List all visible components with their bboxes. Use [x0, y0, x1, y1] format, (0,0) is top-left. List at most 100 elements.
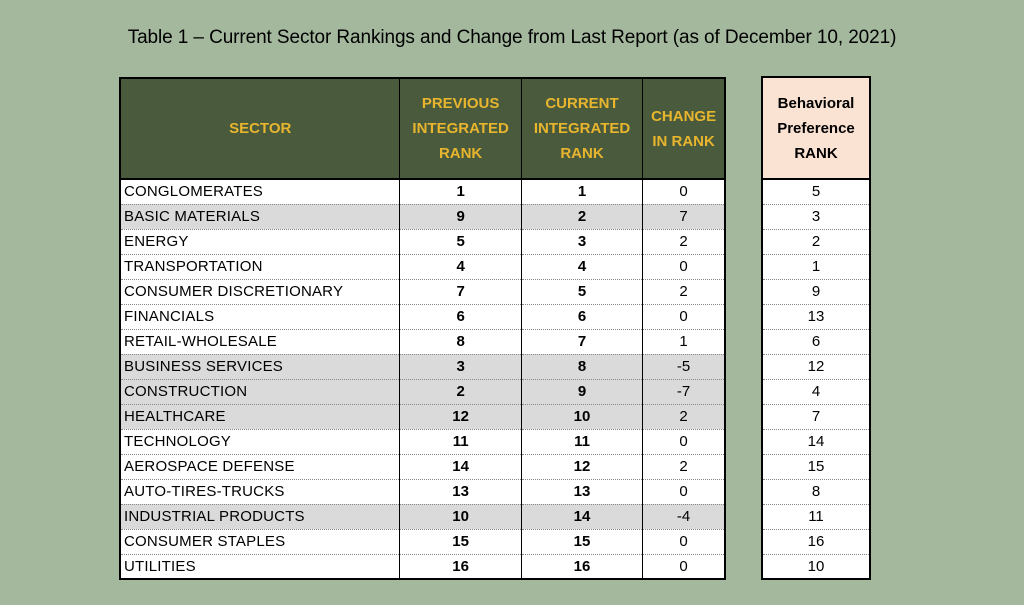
previous-rank-cell: 12	[399, 403, 522, 429]
behavioral-rank-cell: 1	[762, 253, 870, 279]
header-row: SECTOR PREVIOUS INTEGRATED RANK CURRENT …	[120, 78, 725, 179]
previous-rank-cell: 13	[399, 478, 522, 504]
sector-cell: UTILITIES	[120, 553, 400, 579]
behavioral-rank-cell: 5	[762, 178, 870, 204]
previous-rank-cell: 11	[399, 428, 522, 454]
change-in-rank-cell: 7	[642, 203, 725, 229]
previous-rank-cell: 10	[399, 503, 522, 529]
table-row: TRANSPORTATION 4 4 0	[120, 253, 725, 279]
preference-row: 10	[762, 553, 870, 579]
previous-rank-cell: 14	[399, 453, 522, 479]
previous-rank-cell: 1	[399, 178, 522, 204]
preference-row: 6	[762, 328, 870, 354]
behavioral-rank-cell: 16	[762, 528, 870, 554]
current-rank-cell: 10	[520, 403, 643, 429]
current-rank-cell: 16	[520, 553, 643, 579]
preference-row: 4	[762, 378, 870, 404]
table-row: AUTO-TIRES-TRUCKS 13 13 0	[120, 478, 725, 504]
table-row: AEROSPACE DEFENSE 14 12 2	[120, 453, 725, 479]
table-row: CONSUMER DISCRETIONARY 7 5 2	[120, 278, 725, 304]
current-rank-cell: 4	[520, 253, 643, 279]
table-row: CONSTRUCTION 2 9 -7	[120, 378, 725, 404]
preference-row: 16	[762, 528, 870, 554]
behavioral-rank-cell: 3	[762, 203, 870, 229]
table-row: FINANCIALS 6 6 0	[120, 303, 725, 329]
table-row: UTILITIES 16 16 0	[120, 553, 725, 579]
preference-row: 15	[762, 453, 870, 479]
previous-rank-cell: 7	[399, 278, 522, 304]
previous-rank-cell: 15	[399, 528, 522, 554]
table-row: ENERGY 5 3 2	[120, 228, 725, 254]
sector-cell: HEALTHCARE	[120, 403, 400, 429]
current-rank-cell: 13	[520, 478, 643, 504]
change-in-rank-cell: -5	[642, 353, 725, 379]
change-in-rank-cell: 2	[642, 403, 725, 429]
previous-rank-cell: 2	[399, 378, 522, 404]
behavioral-rank-cell: 2	[762, 228, 870, 254]
previous-rank-cell: 9	[399, 203, 522, 229]
current-rank-cell: 15	[520, 528, 643, 554]
current-rank-cell: 5	[520, 278, 643, 304]
preference-row: 13	[762, 303, 870, 329]
current-rank-cell: 2	[520, 203, 643, 229]
table-row: TECHNOLOGY 11 11 0	[120, 428, 725, 454]
sector-rankings-table: SECTOR PREVIOUS INTEGRATED RANK CURRENT …	[119, 77, 726, 580]
sector-cell: INDUSTRIAL PRODUCTS	[120, 503, 400, 529]
previous-rank-cell: 3	[399, 353, 522, 379]
behavioral-rank-cell: 6	[762, 328, 870, 354]
preference-row: 8	[762, 478, 870, 504]
sector-cell: ENERGY	[120, 228, 400, 254]
table-row: BASIC MATERIALS 9 2 7	[120, 203, 725, 229]
sector-cell: TRANSPORTATION	[120, 253, 400, 279]
preference-row: 11	[762, 503, 870, 529]
previous-rank-cell: 16	[399, 553, 522, 579]
change-in-rank-cell: 2	[642, 278, 725, 304]
sector-cell: TECHNOLOGY	[120, 428, 400, 454]
previous-rank-cell: 5	[399, 228, 522, 254]
sector-cell: AUTO-TIRES-TRUCKS	[120, 478, 400, 504]
preference-row: 5	[762, 178, 870, 204]
previous-rank-cell: 4	[399, 253, 522, 279]
sector-cell: CONSTRUCTION	[120, 378, 400, 404]
current-rank-cell: 3	[520, 228, 643, 254]
behavioral-rank-cell: 15	[762, 453, 870, 479]
change-in-rank-cell: 1	[642, 328, 725, 354]
change-in-rank-cell: -4	[642, 503, 725, 529]
behavioral-rank-cell: 7	[762, 403, 870, 429]
behavioral-rank-cell: 13	[762, 303, 870, 329]
change-in-rank-cell: 0	[642, 553, 725, 579]
change-in-rank-cell: 0	[642, 303, 725, 329]
previous-rank-cell: 8	[399, 328, 522, 354]
sector-cell: BASIC MATERIALS	[120, 203, 400, 229]
behavioral-rank-cell: 10	[762, 553, 870, 579]
behavioral-rank-cell: 9	[762, 278, 870, 304]
current-rank-cell: 8	[520, 353, 643, 379]
table-row: INDUSTRIAL PRODUCTS 10 14 -4	[120, 503, 725, 529]
preference-row: 2	[762, 228, 870, 254]
table-row: HEALTHCARE 12 10 2	[120, 403, 725, 429]
sector-cell: FINANCIALS	[120, 303, 400, 329]
change-in-rank-cell: 0	[642, 478, 725, 504]
change-in-rank-cell: 0	[642, 428, 725, 454]
current-rank-cell: 11	[520, 428, 643, 454]
current-rank-cell: 1	[520, 178, 643, 204]
preference-row: 14	[762, 428, 870, 454]
table-row: BUSINESS SERVICES 3 8 -5	[120, 353, 725, 379]
current-rank-cell: 12	[520, 453, 643, 479]
sector-cell: RETAIL-WHOLESALE	[120, 328, 400, 354]
current-rank-cell: 6	[520, 303, 643, 329]
behavioral-rank-cell: 8	[762, 478, 870, 504]
header-behavioral-preference-rank: Behavioral Preference RANK	[762, 77, 870, 179]
preference-row: 3	[762, 203, 870, 229]
sector-cell: CONGLOMERATES	[120, 178, 400, 204]
change-in-rank-cell: 2	[642, 228, 725, 254]
sector-cell: CONSUMER STAPLES	[120, 528, 400, 554]
change-in-rank-cell: 0	[642, 178, 725, 204]
table-row: CONGLOMERATES 1 1 0	[120, 178, 725, 204]
sector-cell: BUSINESS SERVICES	[120, 353, 400, 379]
behavioral-preference-table: Behavioral Preference RANK 5 3 2 1 9 13 6 12 4 7 1…	[761, 76, 871, 580]
current-rank-cell: 14	[520, 503, 643, 529]
preference-header-row: Behavioral Preference RANK	[762, 77, 870, 179]
change-in-rank-cell: 2	[642, 453, 725, 479]
behavioral-rank-cell: 4	[762, 378, 870, 404]
